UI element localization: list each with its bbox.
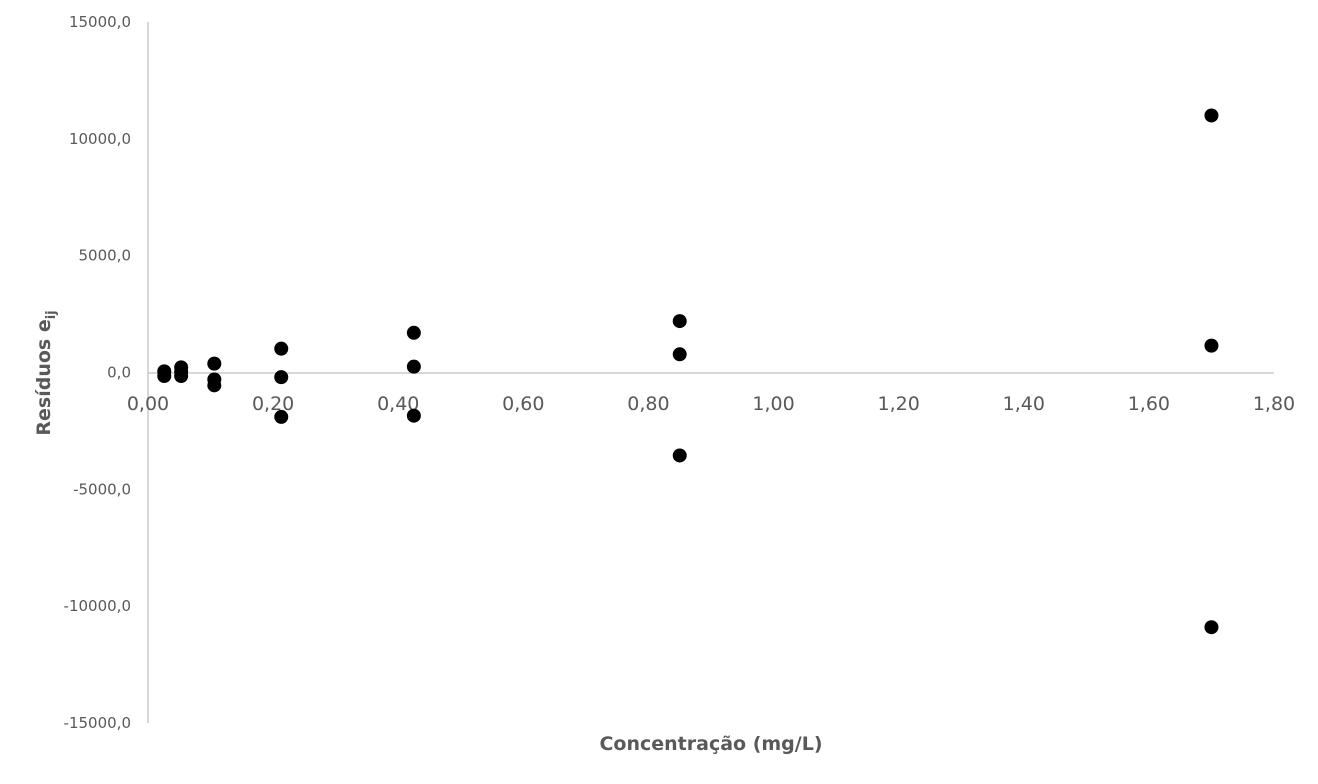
data-point <box>274 409 289 424</box>
data-point <box>274 341 289 356</box>
y-tick-label: 15000,0 <box>69 13 131 31</box>
x-tick-label: 0,40 <box>377 393 419 415</box>
data-point <box>672 314 687 329</box>
y-tick-label: -10000,0 <box>64 597 131 615</box>
axes <box>147 22 1274 723</box>
y-axis-title-main: Resíduos e <box>33 319 55 435</box>
y-tick-label: 10000,0 <box>69 130 131 148</box>
y-axis-title: Resíduos eij <box>33 310 59 435</box>
data-point <box>1204 620 1219 635</box>
data-point <box>672 347 687 362</box>
data-point <box>174 369 189 384</box>
data-point <box>207 378 222 393</box>
data-point <box>1204 108 1219 123</box>
data-point <box>406 325 421 340</box>
x-tick-label: 0,80 <box>627 393 669 415</box>
x-tick-label: 1,80 <box>1253 393 1295 415</box>
x-tick-label: 0,00 <box>127 393 169 415</box>
data-point <box>406 359 421 374</box>
data-point <box>207 356 222 371</box>
y-tick-label: 0,0 <box>107 364 131 382</box>
data-point <box>406 408 421 423</box>
y-tick-label: -5000,0 <box>73 480 131 498</box>
y-tick-label: 5000,0 <box>79 247 132 265</box>
y-tick-labels: 15000,0 10000,0 5000,0 0,0 -5000,0 -10000,0 -1… <box>64 13 131 732</box>
x-tick-label: 1,40 <box>1003 393 1045 415</box>
data-point <box>274 370 289 385</box>
x-tick-label: 0,60 <box>502 393 544 415</box>
x-tick-label: 1,20 <box>878 393 920 415</box>
x-tick-label: 0,20 <box>252 393 294 415</box>
x-tick-label: 1,00 <box>752 393 794 415</box>
x-tick-label: 1,60 <box>1128 393 1170 415</box>
x-tick-labels: 0,00 0,20 0,40 0,60 0,80 1,00 1,20 1,40 1,60 1,80 <box>127 393 1295 415</box>
data-point <box>1204 338 1219 353</box>
x-axis-title: Concentração (mg/L) <box>599 733 822 755</box>
data-point <box>157 369 172 384</box>
data-points <box>157 108 1219 635</box>
y-axis-title-subscript: ij <box>44 310 59 319</box>
y-tick-label: -15000,0 <box>64 714 131 732</box>
data-point <box>672 448 687 463</box>
